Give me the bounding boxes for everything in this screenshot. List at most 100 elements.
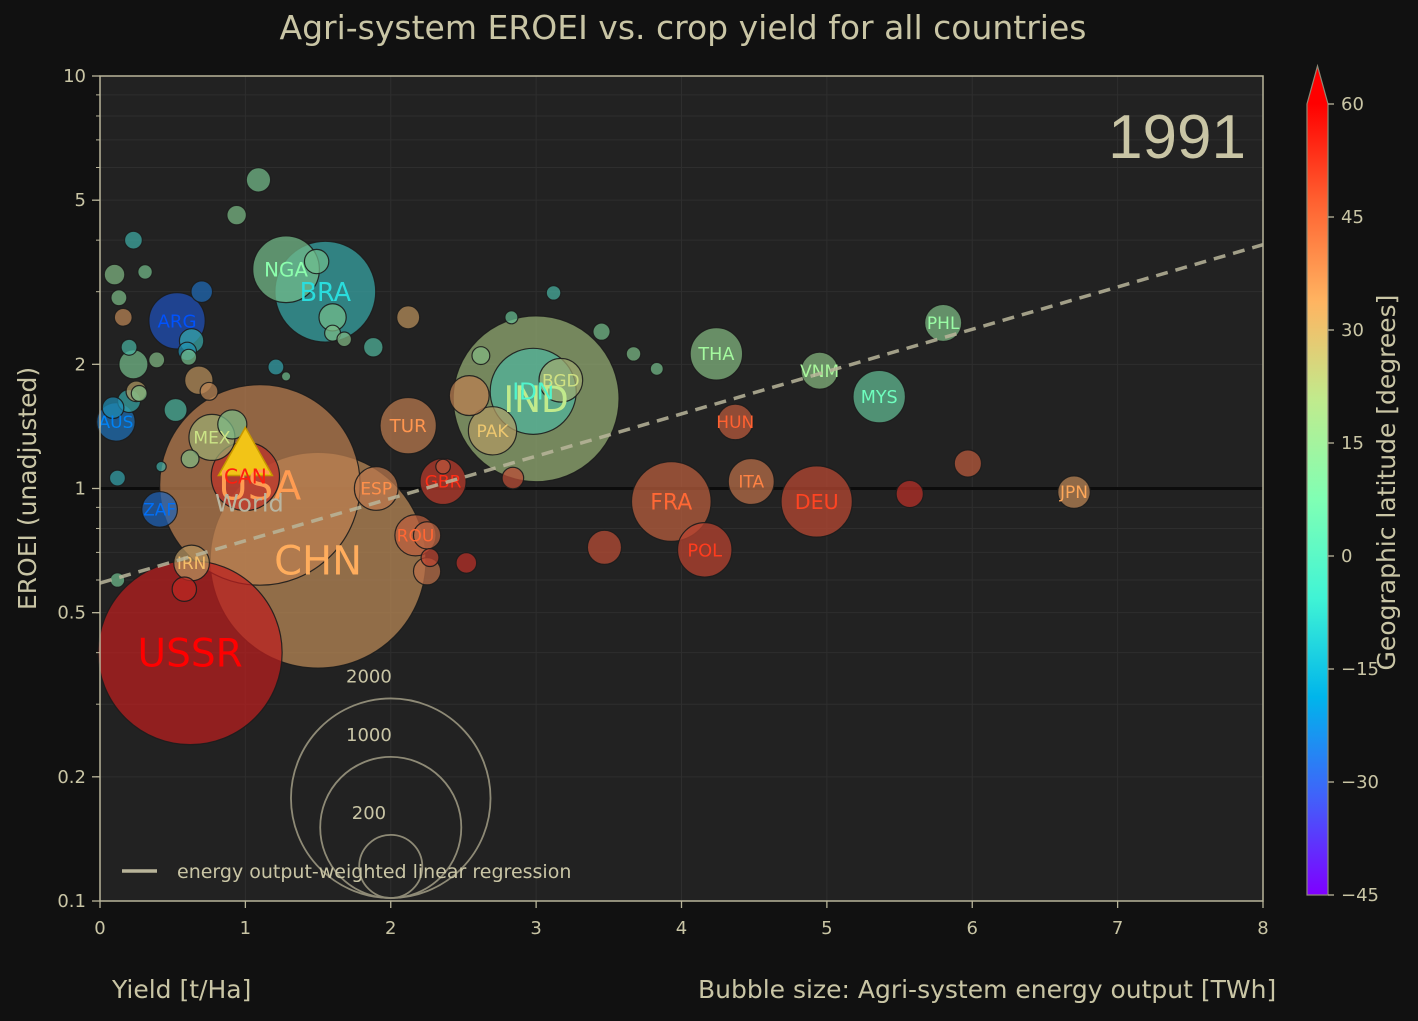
- bubble-phl: [924, 303, 963, 343]
- country-label: ZAF: [143, 500, 176, 520]
- country-label: ITA: [738, 473, 764, 493]
- y-tick-label: 0.1: [57, 891, 86, 912]
- colorbar-tick-label: 60: [1341, 94, 1364, 115]
- colorbar-label: Geographic latitude [degrees]: [1372, 295, 1401, 671]
- country-bubble: [396, 305, 421, 330]
- country-bubble: [953, 449, 983, 478]
- y-tick-label: 0.5: [57, 603, 86, 624]
- world-label: World: [215, 489, 284, 517]
- bubble-vnm: [800, 351, 839, 390]
- size-legend-circle: [358, 833, 424, 899]
- country-bubble: [155, 460, 167, 473]
- country-bubble: [103, 263, 126, 286]
- bubble-gbr: [419, 457, 467, 506]
- legend-label: energy output-weighted linear regression: [177, 861, 571, 883]
- country-bubble: [501, 466, 525, 490]
- country-bubble: [199, 381, 219, 401]
- country-label: HUN: [716, 413, 754, 433]
- colorbar-tick-label: −30: [1341, 772, 1379, 793]
- country-bubble: [280, 371, 292, 382]
- country-label: ESP: [360, 480, 392, 500]
- country-label: POL: [687, 540, 722, 561]
- size-legend-label: 1000: [346, 725, 392, 746]
- country-label: JPN: [1059, 483, 1088, 503]
- bubble-tur: [379, 396, 437, 455]
- country-bubble: [137, 264, 153, 280]
- y-tick-label: 1: [75, 479, 86, 500]
- country-label: DEU: [795, 490, 839, 514]
- country-bubble: [895, 479, 924, 509]
- bubble-hun: [716, 403, 754, 441]
- country-bubble: [455, 552, 478, 574]
- country-label: IND: [503, 380, 568, 421]
- colorbar-extend-arrow: [1307, 66, 1328, 104]
- x-tick-label: 4: [676, 918, 687, 939]
- country-bubble: [435, 458, 451, 475]
- colorbar-tick-label: 0: [1341, 546, 1352, 567]
- country-bubble: [586, 529, 623, 566]
- country-label: ROU: [397, 526, 435, 546]
- y-tick-label: 0.2: [57, 767, 86, 788]
- country-label: IRN: [177, 554, 207, 574]
- country-bubble: [180, 348, 198, 366]
- y-tick-label: 2: [75, 354, 86, 375]
- country-label: IDN: [512, 380, 554, 406]
- country-bubble: [362, 336, 384, 358]
- country-bubble: [448, 375, 490, 417]
- country-label: BGD: [542, 371, 580, 391]
- country-bubble: [267, 358, 285, 376]
- x-tick-label: 8: [1257, 918, 1268, 939]
- country-bubble: [163, 397, 188, 423]
- country-label: VNM: [800, 362, 839, 382]
- bubble-deu: [780, 465, 853, 538]
- size-legend-label: 200: [352, 803, 386, 824]
- x-tick-label: 7: [1112, 918, 1123, 939]
- country-bubble: [101, 396, 125, 420]
- bubble-ita: [727, 457, 775, 506]
- x-axis-label: Yield [t/Ha]: [112, 975, 252, 1004]
- country-bubble: [148, 351, 166, 369]
- colorbar-tick-label: 45: [1341, 207, 1364, 228]
- world-marker: [217, 425, 274, 477]
- colorbar-gradient: [1307, 104, 1328, 895]
- bubble-tha: [689, 327, 744, 381]
- bubble-bgd: [538, 357, 584, 403]
- chart-title: Agri-system EROEI vs. crop yield for all…: [279, 8, 1087, 47]
- year-label: 1991: [1108, 103, 1246, 172]
- size-legend-label: 2000: [346, 666, 392, 687]
- country-bubble: [226, 204, 248, 226]
- bubble-pol: [676, 522, 733, 578]
- country-bubble: [245, 167, 272, 193]
- country-label: PHL: [927, 314, 960, 334]
- country-bubble: [471, 346, 491, 366]
- country-bubble: [180, 449, 200, 469]
- country-label: THA: [697, 345, 734, 365]
- x-tick-label: 2: [385, 918, 396, 939]
- x-tick-label: 3: [530, 918, 541, 939]
- country-bubble: [113, 307, 133, 327]
- country-bubble: [545, 285, 562, 301]
- colorbar-frame: [1306, 63, 1329, 896]
- country-bubble: [171, 576, 198, 602]
- bubble-size-label: Bubble size: Agri-system energy output […: [698, 975, 1277, 1004]
- country-label: TUR: [389, 416, 427, 437]
- y-axis-label: EROEI (unadjusted): [13, 367, 42, 610]
- colorbar-tick-label: 15: [1341, 433, 1364, 454]
- bubble-esp: [353, 466, 399, 511]
- country-bubble: [592, 322, 611, 341]
- bubble-zaf: [141, 490, 179, 528]
- country-bubble: [303, 248, 330, 275]
- country-bubble: [120, 338, 138, 356]
- country-label: ARG: [157, 311, 196, 332]
- colorbar-tick-label: −15: [1341, 659, 1379, 680]
- country-bubble: [123, 230, 143, 250]
- regression-line: [99, 243, 1264, 585]
- country-bubble: [190, 280, 214, 304]
- country-label: CAN: [224, 465, 267, 489]
- country-label: MEX: [193, 429, 230, 449]
- bubble-fra: [630, 461, 712, 542]
- country-bubble: [110, 289, 128, 307]
- country-label: FRA: [650, 490, 692, 515]
- country-bubble: [130, 384, 148, 403]
